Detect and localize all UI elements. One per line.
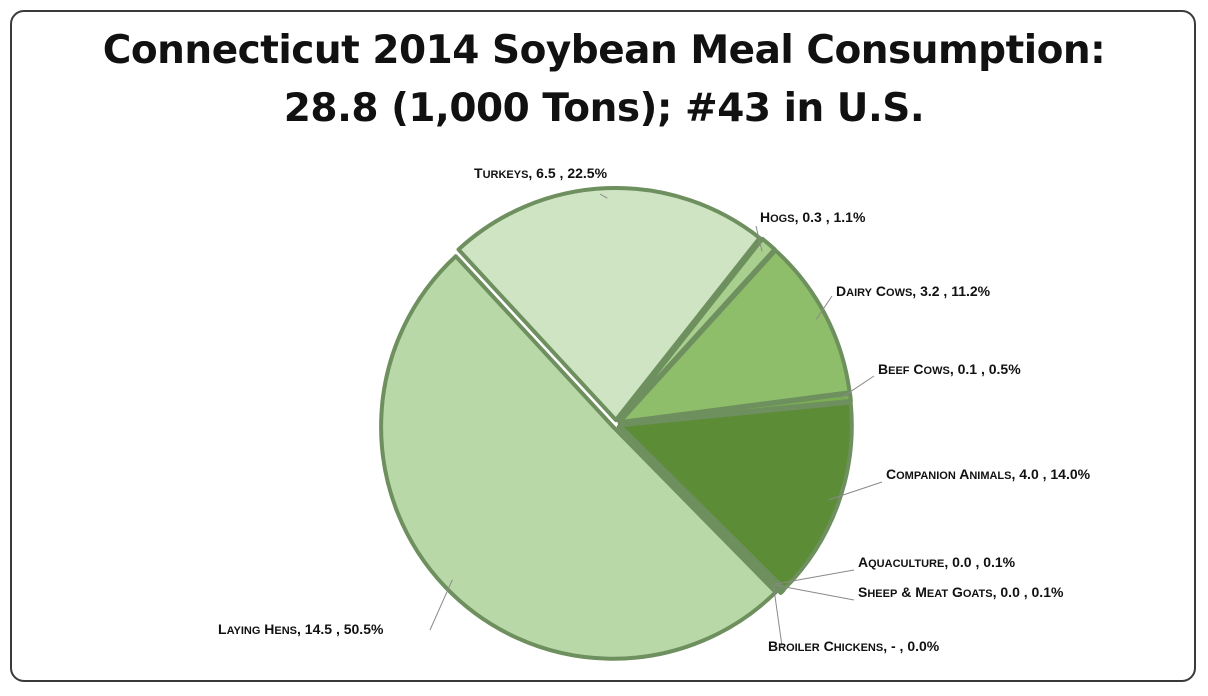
chart-title-line1: Connecticut 2014 Soybean Meal Consumptio… bbox=[102, 28, 1106, 73]
slice-label-companion-animals: COMPANION ANIMALS, 4.0 , 14.0% bbox=[886, 466, 1091, 482]
slice-label-beef-cows: BEEF COWS, 0.1 , 0.5% bbox=[878, 361, 1021, 377]
leader-line-hogs bbox=[755, 225, 763, 252]
leader-line-companion-animals bbox=[828, 481, 883, 501]
leader-line-laying-hens bbox=[429, 579, 453, 631]
pie-slice-dairy-cows bbox=[617, 248, 852, 425]
leader-line-sheep-and-meat-goats bbox=[774, 584, 855, 601]
pie-slice-laying-hens bbox=[379, 254, 778, 661]
chart-title: Connecticut 2014 Soybean Meal Consumptio… bbox=[0, 22, 1208, 138]
chart-title-line2: 28.8 (1,000 Tons); #43 in U.S. bbox=[283, 86, 925, 131]
slice-label-turkeys: TURKEYS, 6.5 , 22.5% bbox=[474, 165, 608, 181]
slice-label-dairy-cows: DAIRY COWS, 3.2 , 11.2% bbox=[836, 283, 991, 299]
leader-line-beef-cows bbox=[840, 375, 875, 399]
slice-label-laying-hens: LAYING HENS, 14.5 , 50.5% bbox=[218, 621, 384, 637]
slice-label-hogs: HOGS, 0.3 , 1.1% bbox=[760, 209, 866, 225]
leader-line-broiler-chickens bbox=[773, 585, 783, 647]
slice-label-sheep-and-meat-goats: SHEEP & MEAT GOATS, 0.0 , 0.1% bbox=[858, 584, 1064, 600]
slice-label-broiler-chickens: BROILER CHICKENS, - , 0.0% bbox=[768, 638, 940, 654]
leader-line-dairy-cows bbox=[815, 295, 833, 320]
pie-slice-turkeys bbox=[456, 186, 762, 423]
leader-lines bbox=[429, 193, 883, 647]
leader-line-turkeys bbox=[599, 193, 608, 199]
slice-label-aquaculture: AQUACULTURE, 0.0 , 0.1% bbox=[858, 554, 1016, 570]
pie-slice-companion-animals bbox=[617, 400, 854, 591]
leader-line-aquaculture bbox=[775, 569, 855, 585]
pie-slices bbox=[379, 186, 854, 661]
pie-slice-sheep-and-meat-goats bbox=[616, 424, 785, 596]
slice-labels: LAYING HENS, 14.5 , 50.5% TURKEYS, 6.5 , … bbox=[218, 165, 1091, 654]
